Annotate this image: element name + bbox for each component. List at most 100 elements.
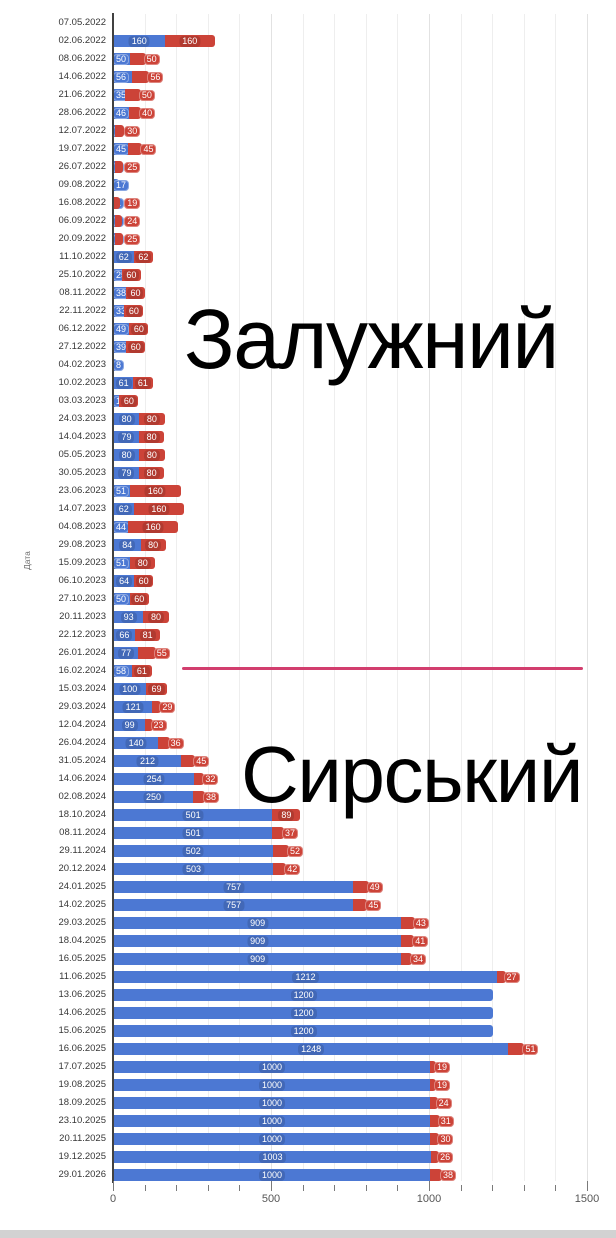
category-label: 26.07.2022 bbox=[58, 161, 106, 172]
bar-blue-segment: 45 bbox=[113, 143, 130, 155]
bar-red-segment: 80 bbox=[143, 611, 169, 623]
bar-value-label: 62 bbox=[115, 251, 132, 263]
bar-red-segment: 56 bbox=[131, 71, 164, 83]
bar-red-segment: 60 bbox=[126, 341, 146, 353]
category-label: 18.09.2025 bbox=[58, 1097, 106, 1108]
category-label: 12.07.2022 bbox=[58, 125, 106, 136]
bar-value-label: 24 bbox=[124, 215, 141, 227]
bar-red-segment: 19 bbox=[430, 1061, 451, 1073]
bar-blue-segment: 757 bbox=[114, 899, 354, 911]
bar-value-label: 62 bbox=[135, 251, 152, 263]
bar-red-segment: 160 bbox=[130, 485, 181, 497]
bar-value-label: 50 bbox=[143, 53, 160, 65]
category-label: 21.06.2022 bbox=[58, 89, 106, 100]
bottom-strip bbox=[0, 1230, 616, 1238]
bar-value-label: 140 bbox=[125, 737, 147, 749]
bar-value-label: 37 bbox=[282, 827, 299, 839]
category-label: 14.02.2025 bbox=[58, 899, 106, 910]
category-label: 08.11.2024 bbox=[59, 827, 106, 838]
bar-blue-segment: 1000 bbox=[114, 1079, 430, 1091]
bar-blue-segment: 1000 bbox=[114, 1097, 430, 1109]
bar-blue-segment: 501 bbox=[114, 827, 273, 839]
bar-value-label: 160 bbox=[144, 485, 166, 497]
category-label: 03.03.2023 bbox=[58, 395, 106, 406]
bar-blue-segment: 33 bbox=[113, 305, 130, 317]
category-label: 05.05.2023 bbox=[58, 449, 106, 460]
x-axis-major-tick bbox=[587, 1181, 588, 1191]
category-label: 22.11.2022 bbox=[59, 305, 106, 316]
bar-value-label: 8 bbox=[113, 359, 125, 371]
bar-blue-segment: 250 bbox=[114, 791, 193, 803]
bar-red-segment: 60 bbox=[124, 305, 144, 317]
bar-blue-segment: 1248 bbox=[114, 1043, 509, 1055]
bar-red-segment: 25 bbox=[114, 233, 141, 245]
bar-blue-segment: 44 bbox=[113, 521, 130, 533]
bar-value-label: 49 bbox=[366, 881, 383, 893]
bar-red-segment: 43 bbox=[401, 917, 429, 929]
category-label: 19.12.2025 bbox=[58, 1151, 106, 1162]
bar-value-label: 25 bbox=[124, 233, 141, 245]
category-label: 15.09.2023 bbox=[58, 557, 106, 568]
category-label: 27.10.2023 bbox=[58, 593, 106, 604]
bar-value-label: 1212 bbox=[292, 971, 319, 983]
bar-blue-segment: 1003 bbox=[114, 1151, 431, 1163]
bar-value-label: 60 bbox=[127, 341, 144, 353]
bar-red-segment: 19 bbox=[114, 197, 141, 209]
bar-value-label: 64 bbox=[116, 575, 133, 587]
bar-value-label: 212 bbox=[136, 755, 158, 767]
bar-red-segment: 34 bbox=[401, 953, 426, 965]
bar-value-label: 81 bbox=[139, 629, 156, 641]
bar-value-label: 40 bbox=[139, 107, 156, 119]
category-label: 29.11.2024 bbox=[59, 845, 106, 856]
bar-red-segment: 51 bbox=[508, 1043, 539, 1055]
bar-blue-segment: 61 bbox=[114, 377, 134, 389]
category-label: 24.03.2023 bbox=[58, 413, 106, 424]
bar-blue-segment: 909 bbox=[114, 917, 402, 929]
x-axis-minor-tick bbox=[334, 1185, 336, 1191]
bar-red-segment: 42 bbox=[272, 863, 301, 875]
category-label: 07.05.2022 bbox=[58, 17, 106, 28]
divider-line bbox=[182, 667, 583, 670]
bar-blue-segment: 66 bbox=[114, 629, 135, 641]
bar-blue-segment: 51 bbox=[113, 485, 131, 497]
gridline bbox=[555, 14, 557, 1181]
bar-value-label: 29 bbox=[159, 701, 176, 713]
bar-value-label: 34 bbox=[409, 953, 426, 965]
y-axis-line bbox=[112, 13, 114, 1183]
category-label: 20.11.2023 bbox=[59, 611, 106, 622]
bar-value-label: 19 bbox=[124, 197, 141, 209]
bar-value-label: 1000 bbox=[258, 1097, 286, 1109]
bar-blue-segment: 501 bbox=[114, 809, 273, 821]
bar-value-label: 160 bbox=[148, 503, 170, 515]
gridline bbox=[176, 14, 178, 1181]
x-axis-minor-tick bbox=[176, 1185, 178, 1191]
bar-value-label: 61 bbox=[134, 377, 151, 389]
bar-red-segment: 45 bbox=[180, 755, 210, 767]
bar-value-label: 44 bbox=[113, 521, 130, 533]
category-label: 24.01.2025 bbox=[58, 881, 106, 892]
bar-red-segment: 19 bbox=[430, 1079, 451, 1091]
category-label: 08.06.2022 bbox=[58, 53, 106, 64]
category-label: 20.09.2022 bbox=[58, 233, 106, 244]
bar-blue-segment: 77 bbox=[114, 647, 139, 659]
bar-value-label: 60 bbox=[127, 287, 144, 299]
bar-red-segment: 49 bbox=[353, 881, 383, 893]
bar-blue-segment: 1200 bbox=[114, 1025, 494, 1037]
bar-blue-segment: 84 bbox=[114, 539, 141, 551]
bar-red-segment: 89 bbox=[272, 809, 301, 821]
gridline bbox=[587, 14, 588, 1181]
bar-red-segment: 60 bbox=[121, 269, 141, 281]
bar-value-label: 79 bbox=[118, 467, 135, 479]
bar-value-label: 42 bbox=[284, 863, 301, 875]
gridline bbox=[239, 14, 241, 1181]
bar-value-label: 501 bbox=[182, 827, 204, 839]
bar-red-segment: 30 bbox=[114, 125, 141, 137]
bar-value-label: 50 bbox=[113, 53, 130, 65]
bar-value-label: 1000 bbox=[258, 1061, 286, 1073]
bar-blue-segment: 62 bbox=[114, 503, 134, 515]
bar-red-segment: 31 bbox=[430, 1115, 454, 1127]
bar-value-label: 757 bbox=[223, 899, 245, 911]
category-label: 08.11.2022 bbox=[59, 287, 106, 298]
category-label: 06.12.2022 bbox=[58, 323, 106, 334]
bar-red-segment: 69 bbox=[145, 683, 168, 695]
